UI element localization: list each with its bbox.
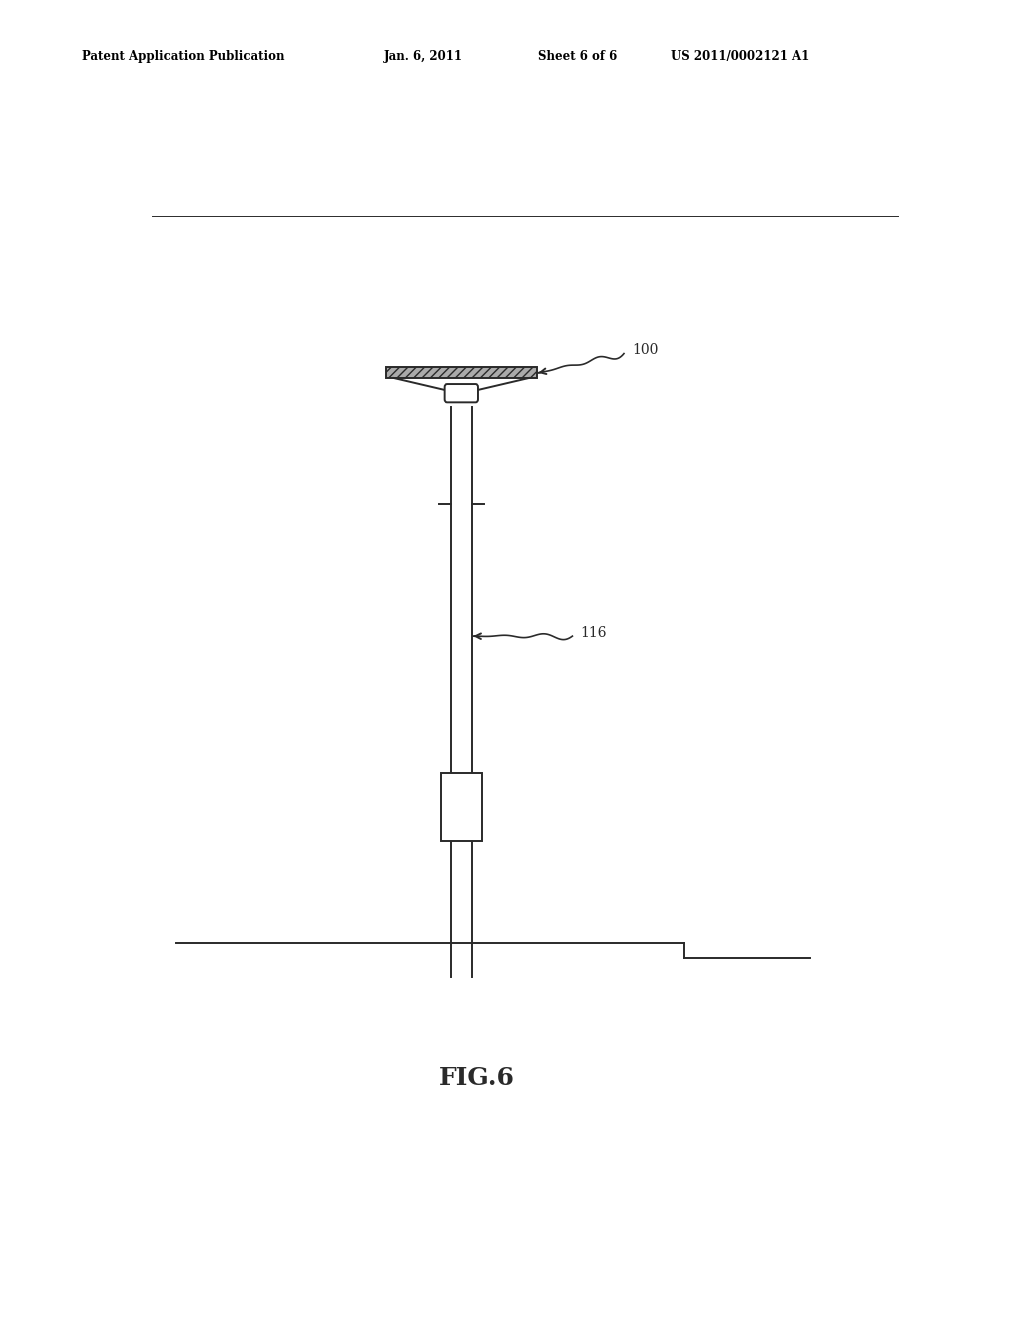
Text: Patent Application Publication: Patent Application Publication	[82, 50, 285, 63]
Text: Jan. 6, 2011: Jan. 6, 2011	[384, 50, 463, 63]
Bar	[386, 367, 537, 378]
Text: US 2011/0002121 A1: US 2011/0002121 A1	[671, 50, 809, 63]
FancyBboxPatch shape	[444, 384, 478, 403]
Text: 116: 116	[581, 626, 607, 640]
Text: FIG.6: FIG.6	[439, 1067, 515, 1090]
Text: 100: 100	[632, 343, 658, 358]
Bar	[440, 774, 482, 841]
Text: Sheet 6 of 6: Sheet 6 of 6	[538, 50, 616, 63]
